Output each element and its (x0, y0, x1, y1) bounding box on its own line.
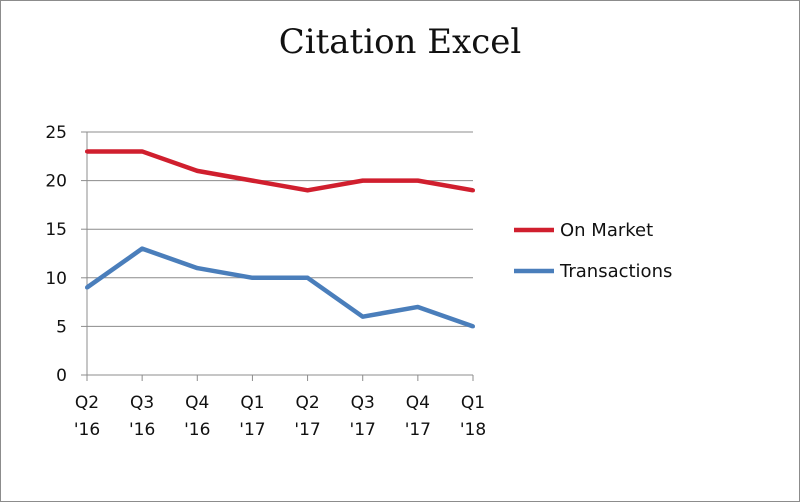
x-axis-ticks: Q2 '16 Q3 '16 Q4 '16 Q1 '17 Q2 '17 Q3 '17 Q4 '17 Q1 '18 (74, 375, 486, 440)
x-tick-label-year: '17 (350, 420, 376, 440)
x-tick-label-quarter: Q4 (185, 393, 209, 413)
data-point-on-market (415, 178, 420, 183)
chart-title: Citation Excel (278, 22, 522, 62)
y-tick-label: 20 (45, 172, 67, 192)
data-point-transactions (360, 314, 365, 319)
x-tick-label-quarter: Q1 (240, 393, 264, 413)
data-point-transactions (140, 246, 145, 251)
data-point-on-market (471, 188, 475, 193)
x-tick-label-year: '17 (294, 420, 320, 440)
y-tick-label: 5 (56, 317, 67, 337)
data-point-transactions (85, 285, 89, 290)
series-line-transactions (85, 246, 474, 329)
x-tick-label-quarter: Q2 (75, 393, 99, 413)
x-tick-label-year: '17 (239, 420, 265, 440)
x-tick-label-quarter: Q1 (461, 393, 485, 413)
legend: On Market Transactions (514, 220, 672, 282)
x-tick-label-year: '16 (74, 420, 100, 440)
x-tick-label-year: '16 (184, 420, 210, 440)
x-tick-label-year: '17 (405, 420, 431, 440)
data-point-transactions (471, 324, 475, 329)
x-tick-label-quarter: Q4 (406, 393, 430, 413)
x-tick-label-year: '16 (129, 420, 155, 440)
data-point-transactions (305, 275, 310, 280)
data-point-transactions (195, 266, 200, 271)
x-tick-label-year: '18 (460, 420, 486, 440)
x-tick-label-quarter: Q2 (295, 393, 319, 413)
data-point-on-market (250, 178, 255, 183)
data-point-on-market (85, 149, 89, 154)
data-point-on-market (305, 188, 310, 193)
y-tick-label: 15 (45, 220, 67, 240)
legend-label: Transactions (559, 261, 672, 282)
axes (86, 132, 473, 376)
y-tick-label: 10 (45, 269, 67, 289)
y-tick-label: 0 (56, 366, 67, 386)
data-point-transactions (250, 275, 255, 280)
x-tick-label-quarter: Q3 (351, 393, 375, 413)
series-lines (85, 149, 475, 329)
data-point-on-market (195, 168, 200, 173)
data-point-on-market (360, 178, 365, 183)
gridlines (87, 131, 473, 327)
y-tick-label: 25 (45, 123, 67, 143)
series-line-on-market (87, 149, 474, 193)
legend-label: On Market (560, 220, 653, 241)
y-axis-ticks: 0 5 10 15 20 25 (45, 123, 87, 386)
data-point-on-market (140, 149, 145, 154)
data-point-transactions (415, 304, 420, 309)
x-tick-label-quarter: Q3 (130, 393, 154, 413)
